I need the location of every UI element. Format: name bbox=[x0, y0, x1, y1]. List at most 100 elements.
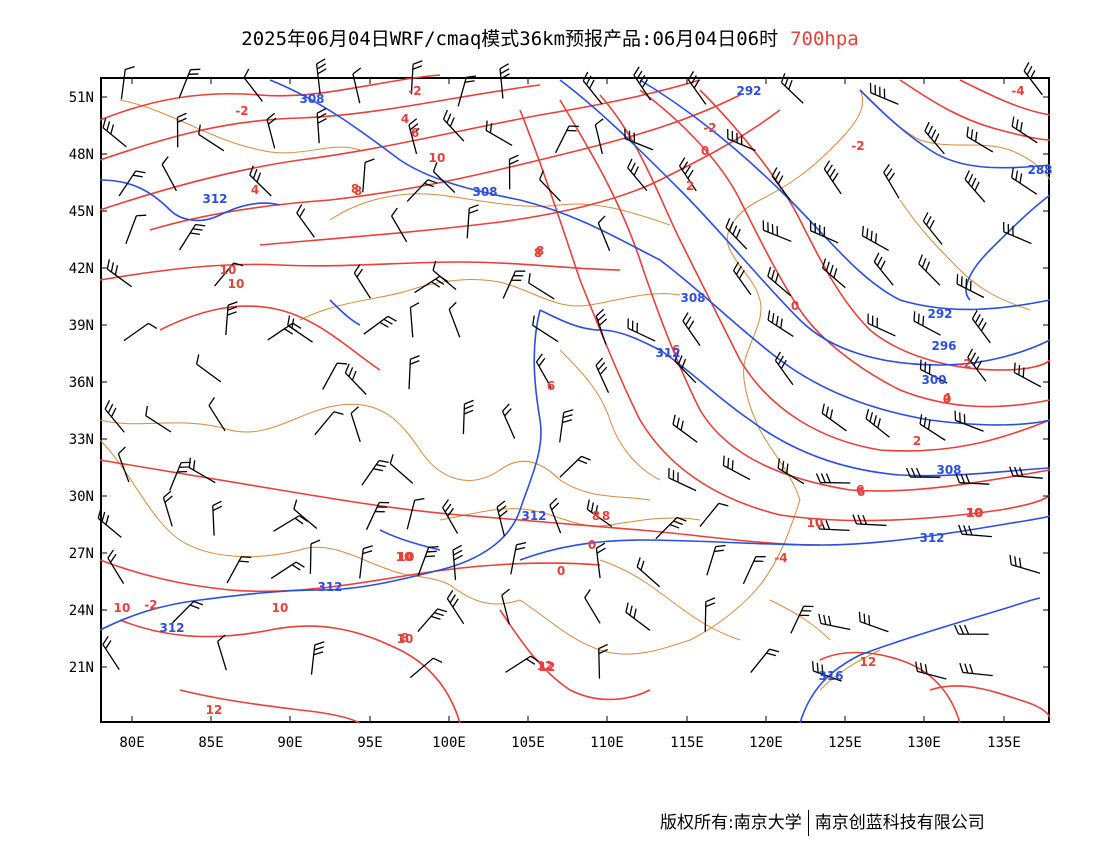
wind-barb bbox=[97, 508, 122, 538]
temperature-contour-label: 0 bbox=[588, 538, 596, 552]
wind-barb bbox=[959, 662, 993, 677]
wind-barb bbox=[243, 68, 263, 102]
temperature-contour-label: 8 bbox=[534, 246, 542, 260]
height-contour-label: 292 bbox=[736, 84, 761, 98]
lat-label: 30N bbox=[69, 489, 94, 505]
temperature-contour-label: -2 bbox=[144, 598, 157, 612]
temperature-contours bbox=[99, 74, 1051, 724]
wind-barb bbox=[107, 549, 125, 584]
temperature-contour-label: 10 bbox=[397, 632, 414, 646]
wind-barb bbox=[432, 260, 457, 291]
wind-barb bbox=[913, 311, 941, 336]
wind-barb bbox=[532, 315, 559, 343]
boundary-line bbox=[119, 99, 361, 154]
wind-barb bbox=[674, 351, 697, 384]
height-contour-label: 312 bbox=[159, 621, 184, 635]
wind-barb bbox=[361, 459, 389, 486]
lat-label: 21N bbox=[69, 660, 94, 676]
wind-barb bbox=[742, 555, 766, 585]
height-contour bbox=[799, 597, 1041, 724]
temperature-contour-label: 10 bbox=[429, 151, 446, 165]
height-contour-label: 312 bbox=[655, 346, 680, 360]
temperature-contour bbox=[519, 109, 1051, 522]
wind-barb bbox=[432, 162, 456, 194]
wind-barb bbox=[485, 120, 513, 147]
wind-barb bbox=[1003, 221, 1032, 245]
wind-barb bbox=[699, 502, 729, 528]
temperature-contour-label: 10 bbox=[967, 506, 984, 520]
wind-barb bbox=[815, 473, 851, 484]
height-contour-label: 312 bbox=[919, 531, 944, 545]
height-contour bbox=[639, 79, 1051, 311]
temperature-contour-label: 8 bbox=[536, 244, 544, 258]
lat-label: 27N bbox=[69, 546, 94, 562]
temperature-contour bbox=[499, 609, 651, 701]
wind-barb bbox=[852, 514, 887, 527]
wind-barb bbox=[508, 154, 519, 190]
temperature-contour-label: 10 bbox=[966, 506, 983, 520]
lon-label: 135E bbox=[987, 735, 1021, 751]
wind-barb bbox=[627, 158, 648, 192]
temperature-contour bbox=[959, 79, 1051, 116]
temperature-contour bbox=[99, 84, 541, 161]
wind-barb bbox=[955, 473, 990, 485]
wind-barb bbox=[417, 545, 439, 576]
boundary-line bbox=[519, 499, 801, 655]
wind-barb bbox=[867, 313, 896, 337]
height-contour-label: 312 bbox=[521, 509, 546, 523]
height-contour-label: 308 bbox=[936, 463, 961, 477]
wind-barb bbox=[915, 661, 947, 680]
axis-ticks: 51N 48N 45N 42N 39N 36N 33N 30N 27N 24N 21N 80E 85E 9… bbox=[69, 77, 1050, 751]
wind-barb bbox=[391, 207, 408, 243]
wind-barb bbox=[266, 112, 277, 149]
temperature-contour-label: 0 bbox=[557, 564, 565, 578]
wind-barb bbox=[528, 273, 555, 300]
wind-barb bbox=[169, 461, 191, 491]
wind-barb bbox=[818, 613, 851, 631]
wind-barb bbox=[172, 600, 204, 624]
wind-barb bbox=[594, 118, 604, 155]
boundary-line bbox=[769, 599, 831, 641]
temperature-contour bbox=[559, 99, 1051, 492]
wind-barb bbox=[582, 71, 603, 105]
height-contour bbox=[379, 529, 441, 551]
wind-barb bbox=[212, 500, 223, 536]
wind-barb bbox=[1009, 554, 1041, 574]
temperature-contour bbox=[99, 74, 441, 121]
height-contour-label: 292 bbox=[927, 307, 952, 321]
boundary-line bbox=[599, 559, 741, 641]
wind-barb bbox=[510, 541, 527, 575]
wind-barb bbox=[958, 524, 992, 538]
temperature-contour-label: 12 bbox=[860, 655, 877, 669]
wind-barb bbox=[539, 170, 561, 202]
wind-barb bbox=[595, 542, 606, 579]
wind-barb bbox=[179, 223, 206, 251]
wind-barb bbox=[462, 399, 474, 435]
boundary-line bbox=[299, 279, 681, 321]
temperature-contour-label: -2 bbox=[958, 357, 971, 371]
wind-barb bbox=[750, 648, 780, 673]
wind-barbs bbox=[97, 58, 1043, 682]
wind-barb bbox=[466, 204, 479, 239]
lon-label: 115E bbox=[670, 735, 704, 751]
height-contour bbox=[539, 309, 1051, 477]
wind-barb bbox=[106, 259, 132, 288]
wind-barb bbox=[554, 125, 579, 154]
wind-barb bbox=[535, 353, 552, 389]
temperature-contour bbox=[699, 89, 1051, 371]
temperature-contour-label: 6 bbox=[411, 126, 419, 140]
temperature-contour-label: 6 bbox=[672, 343, 680, 357]
temperature-contour-label: 10 bbox=[272, 601, 289, 615]
boundaries-layer bbox=[99, 89, 1051, 691]
wind-barb bbox=[208, 397, 226, 432]
wind-barb bbox=[722, 455, 751, 481]
temperature-contour-label: 12 bbox=[537, 659, 554, 673]
wind-barb bbox=[118, 170, 146, 197]
wind-barb bbox=[636, 557, 661, 588]
temperature-contour bbox=[99, 79, 701, 211]
wind-barb bbox=[293, 499, 318, 530]
boundary-line bbox=[329, 193, 671, 226]
wind-barb bbox=[687, 71, 707, 105]
wind-barb bbox=[595, 308, 608, 345]
wind-barb bbox=[858, 611, 889, 633]
